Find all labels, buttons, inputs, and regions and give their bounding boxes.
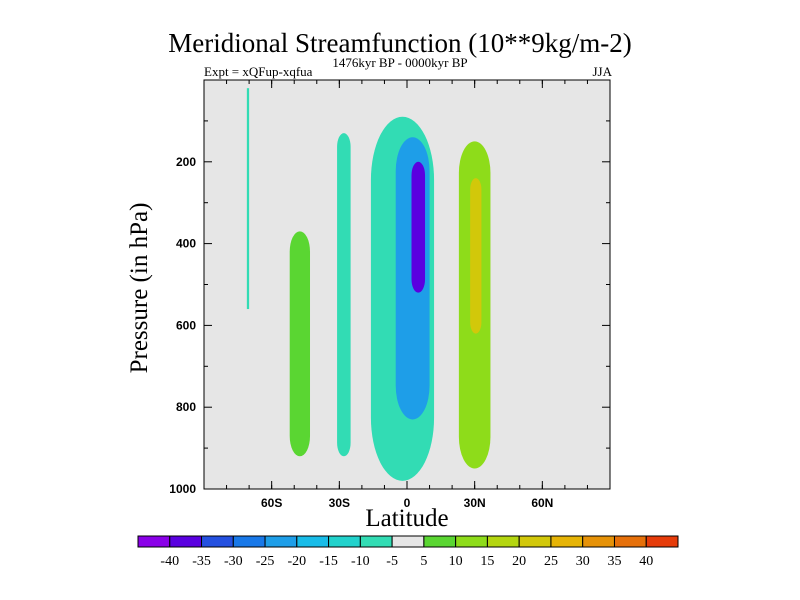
colorbar-box [264, 535, 298, 548]
colorbar-label: -10 [351, 554, 370, 569]
colorbar-box [137, 535, 171, 548]
colorbar-box [613, 535, 647, 548]
colorbar-box [169, 535, 203, 548]
colorbar-label: -40 [160, 554, 179, 569]
colorbar-label: 15 [480, 554, 494, 569]
colorbar-label: 10 [449, 554, 463, 569]
x-axis-label: Latitude [365, 505, 449, 532]
colorbar-box [423, 535, 457, 548]
maximum-core [470, 178, 482, 334]
thin-positive-filament-60S [246, 88, 250, 310]
y-tick-label: 200 [176, 155, 196, 169]
experiment-label: Expt = xQFup-xqfua [204, 64, 313, 79]
colorbar-box [645, 535, 679, 548]
colorbar-label: -15 [319, 554, 338, 569]
colorbar-label: -5 [386, 554, 398, 569]
y-tick-label: 600 [176, 318, 196, 332]
y-tick-label: 400 [176, 237, 196, 251]
x-tick-label: 60S [261, 496, 282, 510]
colorbar-label: -30 [224, 554, 243, 569]
cyan-cell-30S [337, 133, 351, 457]
colorbar-box [391, 535, 425, 548]
colorbar-label: 35 [607, 554, 621, 569]
colorbar-label: 5 [420, 554, 427, 569]
x-tick-label: 0 [404, 496, 411, 510]
colorbar-box [582, 535, 615, 548]
chart-title: Meridional Streamfunction (10**9kg/m-2) [168, 28, 632, 58]
colorbar-box [296, 535, 330, 548]
colorbar-box [201, 535, 234, 548]
x-tick-label: 60N [531, 496, 553, 510]
x-tick-label: 30S [329, 496, 350, 510]
colorbar-label: 30 [576, 554, 590, 569]
southern-green-cell [289, 231, 311, 457]
chart-subtitle: 1476kyr BP - 0000kyr BP [332, 55, 468, 70]
colorbar-label: 40 [639, 554, 653, 569]
colorbar-label: -25 [256, 554, 275, 569]
axes: 60S 30S 0 30N 60N 200 400 600 800 1000 [169, 79, 611, 510]
colorbar-box [486, 535, 520, 548]
y-tick-label: 800 [176, 400, 196, 414]
colorbar-box [328, 535, 361, 548]
plot-area [204, 80, 610, 489]
colorbar-label: -20 [287, 554, 306, 569]
y-tick-label: 1000 [169, 482, 196, 496]
minimum-core [411, 161, 426, 293]
season-label: JJA [592, 64, 612, 79]
colorbar-box [518, 535, 552, 548]
colorbar: -40 -35 -30 -25 -20 -15 -10 -5 5 10 15 20 25 30 35 40 [137, 535, 679, 569]
x-tick-label: 30N [464, 496, 486, 510]
colorbar-box [232, 535, 266, 548]
colorbar-label: -35 [192, 554, 211, 569]
colorbar-label: 25 [544, 554, 558, 569]
colorbar-label: 20 [512, 554, 526, 569]
colorbar-box [550, 535, 584, 548]
colorbar-box [359, 535, 393, 548]
colorbar-box [455, 535, 488, 548]
